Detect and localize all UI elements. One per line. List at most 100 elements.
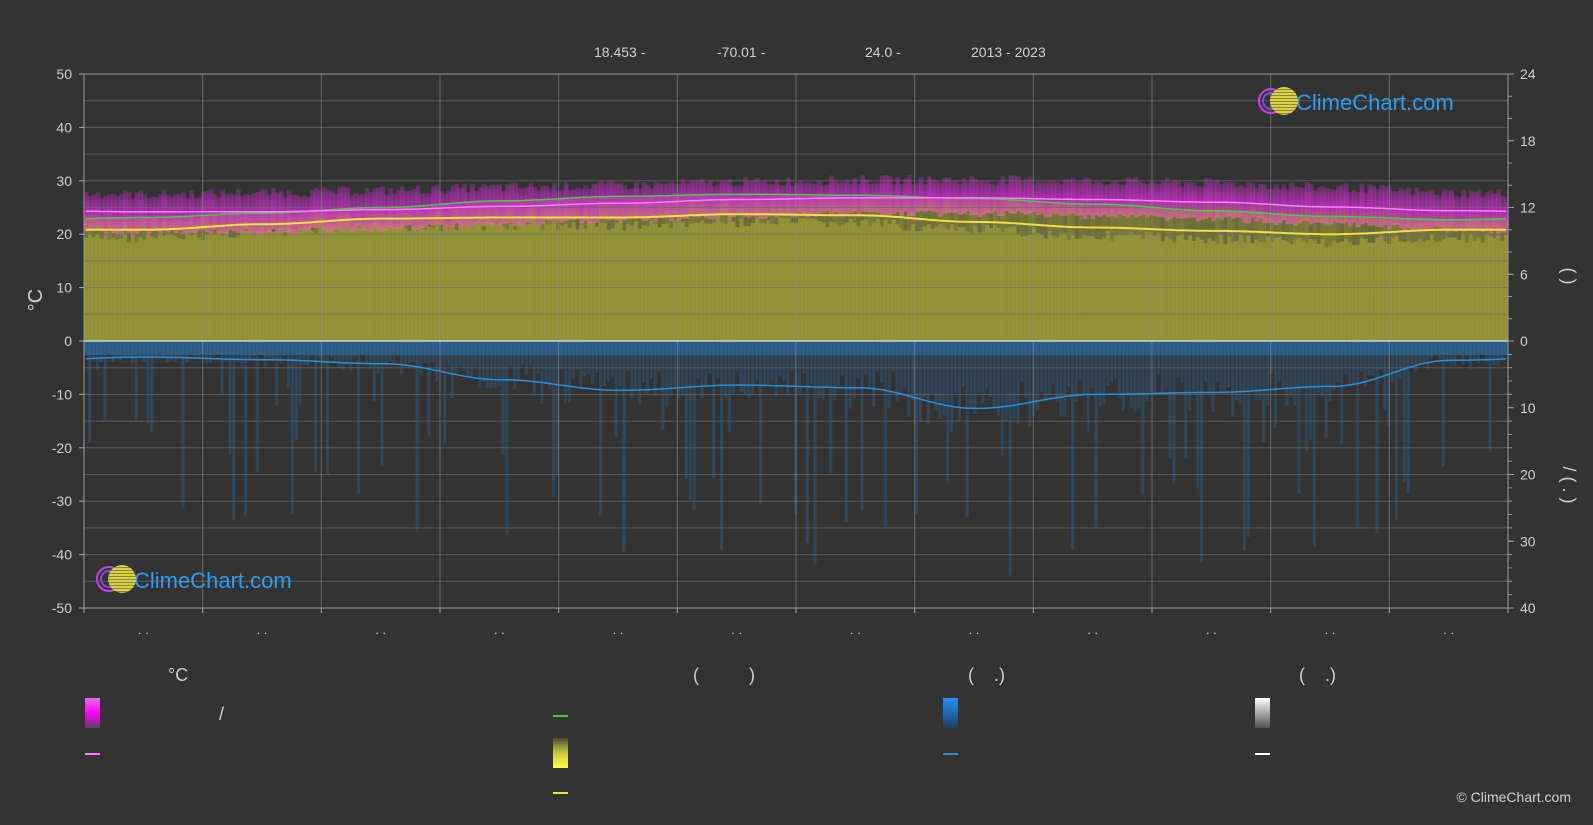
sunshine-bar	[501, 200, 506, 341]
rain-bar	[1129, 341, 1133, 408]
rain-bar	[1258, 341, 1262, 400]
temp-range-bar	[247, 194, 253, 235]
temp-range-bar	[138, 190, 144, 231]
sunshine-shade	[918, 197, 924, 231]
sunshine-shade	[1340, 216, 1345, 242]
logo-bottom-left[interactable]: ClimeChart.com	[96, 565, 292, 597]
sunshine-bar	[442, 203, 448, 341]
rain-bar	[454, 341, 458, 375]
temp-range-bar	[552, 183, 557, 222]
sunshine-bar	[575, 197, 581, 341]
rain-bar	[1402, 341, 1406, 483]
rain-bar	[509, 341, 513, 367]
sunshine-shade	[1028, 201, 1033, 235]
rain-bar	[606, 341, 610, 382]
sunshine-bar	[1488, 219, 1493, 341]
sunshine-bar	[212, 214, 218, 341]
rain-bar	[813, 341, 817, 565]
sunshine-bar	[466, 202, 471, 341]
sunshine-bar	[111, 217, 116, 341]
sunshine-bar	[1277, 214, 1283, 341]
legend-sunshine-swatch	[553, 738, 568, 768]
temp-range-bar	[87, 196, 93, 230]
sunshine-shade	[1074, 203, 1080, 239]
rain-bar	[458, 341, 462, 366]
rain-bar	[212, 341, 216, 353]
rain-bar	[197, 341, 201, 358]
sunshine-bar	[1032, 201, 1037, 341]
rain-bar	[1168, 341, 1172, 459]
sunshine-shade	[1309, 216, 1314, 240]
sunshine-bar	[1203, 210, 1209, 341]
temp-range-bar	[1137, 181, 1142, 217]
rain-bar	[130, 341, 134, 365]
logo-top-right[interactable]: ClimeChart.com	[1258, 87, 1454, 119]
rain-bar	[895, 341, 899, 402]
rain-bar	[1277, 341, 1281, 382]
sunshine-bar	[891, 196, 897, 341]
temp-range-bar	[817, 180, 822, 214]
sunshine-shade	[1254, 212, 1259, 240]
sunshine-bar	[1192, 210, 1197, 341]
sunshine-shade	[1039, 201, 1044, 235]
sunshine-bar	[439, 204, 444, 341]
rain-bar	[384, 341, 388, 366]
temp-range-bar	[1149, 181, 1154, 216]
legend-sun-header: ( )	[693, 665, 755, 685]
rain-bar	[1430, 341, 1434, 359]
temp-range-bar	[1410, 194, 1415, 231]
sunshine-bar	[1320, 216, 1326, 341]
temp-range-bar	[903, 178, 908, 212]
sunshine-bar	[985, 198, 990, 341]
temp-range-bar	[798, 179, 803, 213]
temp-range-bar	[856, 184, 861, 217]
sunshine-shade	[1234, 211, 1240, 241]
temp-range-bar	[1176, 181, 1181, 219]
sunshine-bar	[798, 194, 803, 341]
sunshine-bar	[1051, 202, 1056, 341]
temp-range-bar	[103, 195, 108, 235]
rain-bar	[497, 341, 501, 387]
sunshine-bar	[302, 211, 307, 341]
sunshine-bar	[716, 194, 721, 341]
rain-bar	[364, 341, 368, 365]
sunshine-shade	[954, 198, 959, 231]
rain-bar	[470, 341, 474, 377]
sunshine-shade	[1106, 204, 1111, 231]
sunshine-shade	[1203, 210, 1208, 244]
sunshine-bar	[341, 208, 346, 341]
temp-range-bar	[1012, 175, 1017, 214]
sunshine-bar	[162, 217, 167, 341]
sunshine-shade	[1316, 216, 1321, 244]
temp-range-bar	[1129, 178, 1135, 215]
rain-bar	[1172, 341, 1176, 484]
sunshine-bar	[1184, 210, 1189, 341]
rain-bar	[770, 341, 774, 381]
sunshine-bar	[423, 205, 428, 341]
rain-bar	[485, 341, 489, 389]
sunshine-bar	[1375, 217, 1380, 341]
rain-bar	[1090, 341, 1094, 389]
rain-bar	[1117, 341, 1121, 399]
sunshine-shade	[1367, 217, 1372, 243]
rain-bar	[524, 341, 528, 375]
sunshine-bar	[1281, 214, 1287, 341]
sunshine-shade	[1098, 204, 1103, 240]
sunshine-bar	[837, 195, 842, 341]
temp-range-bar	[368, 191, 374, 232]
rain-bar	[310, 341, 314, 356]
sunshine-bar	[361, 207, 366, 341]
rain-bar	[1496, 341, 1500, 366]
temp-range-bar	[1480, 196, 1486, 233]
temp-range-bar	[844, 178, 850, 215]
rain-bar	[809, 341, 813, 385]
rain-bar	[1098, 341, 1102, 406]
rain-bar	[99, 341, 103, 363]
temp-range-bar	[333, 193, 339, 231]
rain-bar	[240, 341, 244, 367]
rain-bar	[505, 341, 509, 535]
sunshine-shade	[1090, 204, 1095, 237]
sunshine-bar	[345, 208, 350, 341]
sunshine-bar	[930, 197, 936, 341]
temp-range-bar	[310, 189, 315, 228]
